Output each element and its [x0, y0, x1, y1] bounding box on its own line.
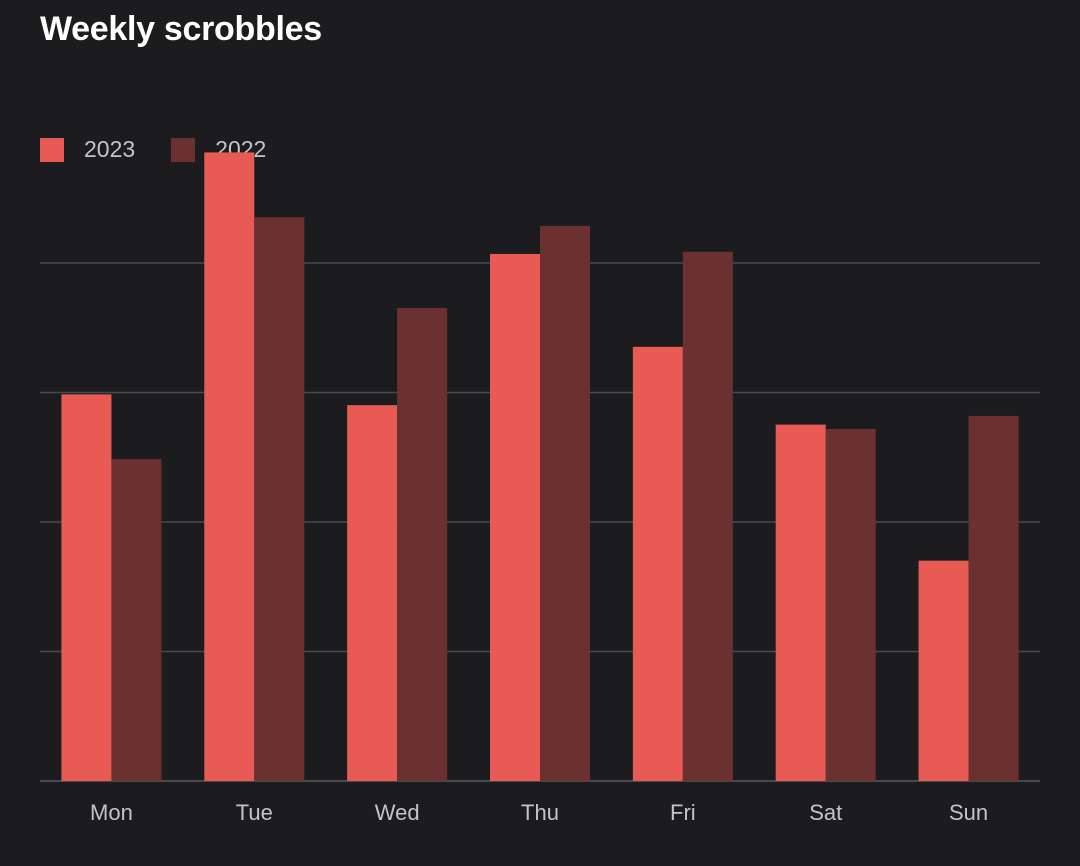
x-tick-label-tue: Tue	[236, 800, 273, 825]
bar-sat-2022[interactable]	[825, 428, 876, 781]
x-tick-label-wed: Wed	[375, 800, 420, 825]
bar-sun-2022[interactable]	[968, 415, 1019, 781]
legend-label-2023: 2023	[84, 136, 136, 162]
legend-swatch-2023	[40, 137, 64, 162]
bar-tue-2022[interactable]	[254, 217, 305, 782]
x-tick-label-sat: Sat	[809, 800, 842, 825]
x-tick-label-thu: Thu	[521, 800, 559, 825]
bar-thu-2023[interactable]	[490, 253, 540, 781]
chart-title: Weekly scrobbles	[40, 10, 322, 48]
x-tick-label-fri: Fri	[670, 800, 696, 825]
bar-mon-2023[interactable]	[61, 394, 112, 781]
bar-fri-2023[interactable]	[632, 346, 683, 781]
legend-swatch-2022	[171, 137, 196, 162]
bar-mon-2022[interactable]	[111, 459, 162, 781]
x-tick-label-mon: Mon	[90, 800, 133, 825]
bar-sun-2023[interactable]	[918, 560, 969, 781]
bar-thu-2022[interactable]	[540, 225, 590, 781]
bar-fri-2022[interactable]	[682, 251, 733, 782]
bar-wed-2023[interactable]	[347, 405, 398, 781]
bar-tue-2023[interactable]	[204, 152, 255, 781]
legend-item-2023[interactable]: 2023	[40, 136, 135, 163]
bar-wed-2022[interactable]	[397, 307, 448, 781]
x-tick-label-sun: Sun	[949, 800, 988, 825]
bar-sat-2023[interactable]	[775, 424, 826, 781]
